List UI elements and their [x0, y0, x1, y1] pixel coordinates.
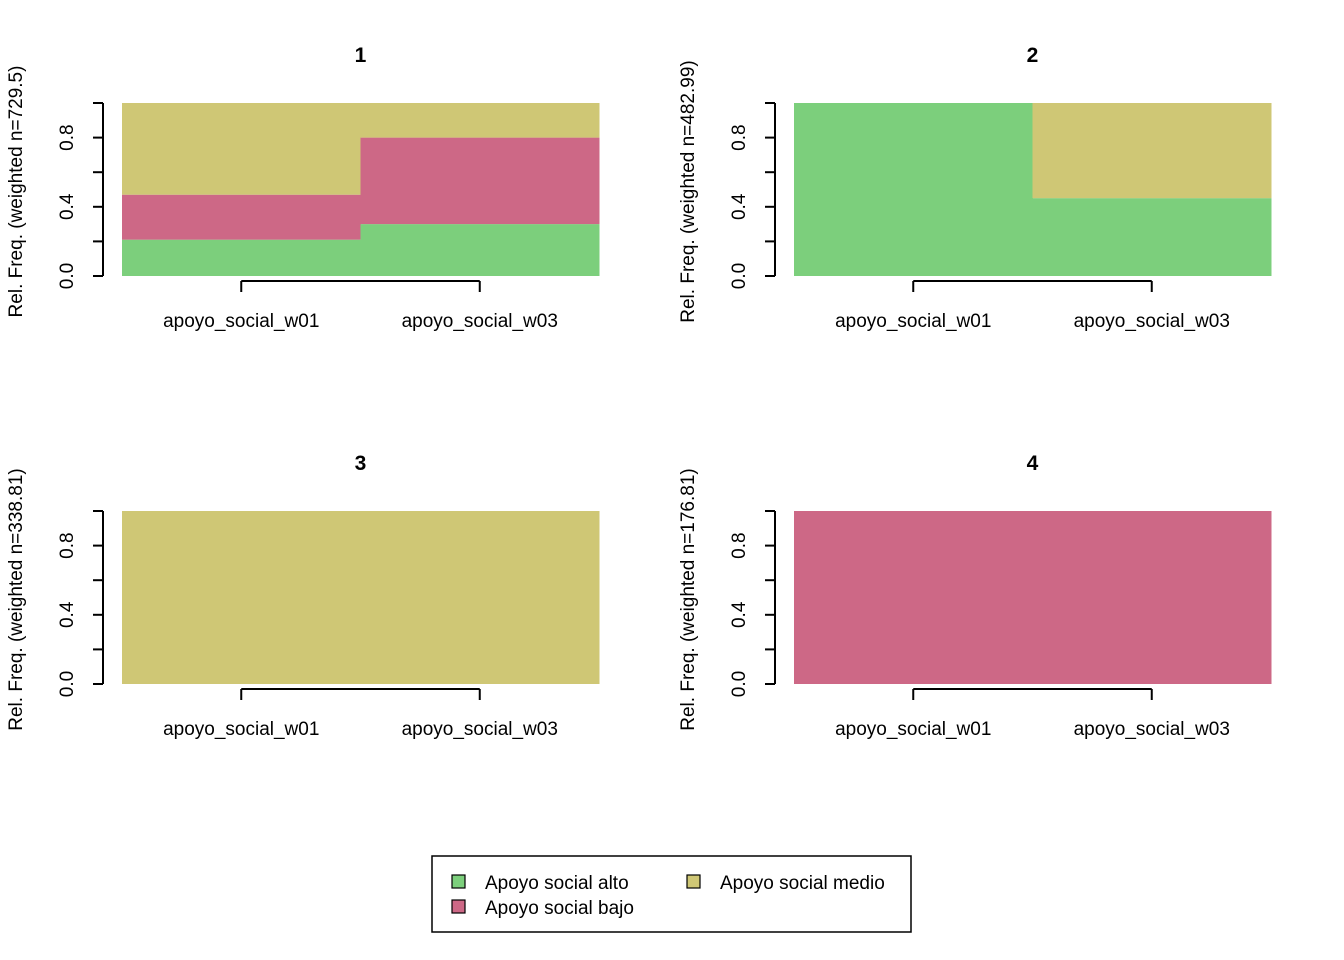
- y-tick-label: 0.4: [57, 601, 78, 628]
- y-tick-label: 0.4: [57, 193, 78, 220]
- bar-segment-p3-c1-s3: [122, 511, 361, 684]
- y-axis-label: Rel. Freq. (weighted n=729.5): [6, 66, 27, 318]
- y-tick-label: 0.0: [729, 263, 750, 289]
- bar-segment-p1-c2-s2: [360, 137, 600, 225]
- y-tick-label: 0.0: [729, 671, 750, 697]
- bar-segment-p1-c2-s3: [360, 103, 600, 138]
- legend-swatch-bajo: [451, 899, 466, 914]
- x-tick-label: apoyo_social_w03: [402, 311, 558, 332]
- y-tick-label: 0.4: [729, 601, 750, 628]
- y-tick-label: 0.8: [57, 124, 78, 150]
- y-tick-label: 0.8: [57, 532, 78, 558]
- bar-segment-p2-c2-s1: [1032, 198, 1272, 276]
- panel-4: 4 0.0 0.4 0.8 Rel. Freq. (weighted n=176.81)…: [678, 452, 1272, 740]
- panel-3: 3 0.0 0.4 0.8 Rel. Freq. (weighted n=338.81)…: [6, 452, 600, 740]
- legend-label-medio: Apoyo social medio: [720, 873, 885, 894]
- panel-title: 4: [1027, 452, 1039, 475]
- x-tick-label: apoyo_social_w01: [835, 311, 991, 332]
- x-tick-label: apoyo_social_w03: [402, 719, 558, 740]
- bar-segment-p1-c1-s1: [122, 239, 361, 276]
- legend-swatch-medio: [686, 874, 701, 889]
- panel-title: 3: [355, 452, 367, 475]
- panel-1: 1 0.0 0.4 0.8 Rel. Freq. (weighted n=729.5) a…: [6, 44, 600, 332]
- x-tick-label: apoyo_social_w01: [163, 311, 319, 332]
- bar-segment-p2-c1-s1: [794, 103, 1033, 276]
- y-axis-label: Rel. Freq. (weighted n=482.99): [678, 60, 699, 322]
- legend-label-bajo: Apoyo social bajo: [485, 898, 634, 919]
- y-tick-label: 0.8: [729, 124, 750, 150]
- y-axis-label: Rel. Freq. (weighted n=176.81): [678, 468, 699, 730]
- panels: 1 0.0 0.4 0.8 Rel. Freq. (weighted n=729.5) a…: [6, 44, 1272, 740]
- bar-segment-p4-c1-s2: [794, 511, 1033, 684]
- legend: Apoyo social alto Apoyo social bajo Apoy…: [431, 855, 912, 933]
- y-axis-label: Rel. Freq. (weighted n=338.81): [6, 468, 27, 730]
- legend-swatch-alto: [451, 874, 466, 889]
- y-tick-label: 0.0: [57, 671, 78, 697]
- bar-segment-p1-c1-s3: [122, 103, 361, 195]
- panel-title: 1: [355, 44, 367, 67]
- x-tick-label: apoyo_social_w03: [1074, 719, 1230, 740]
- y-tick-label: 0.8: [729, 532, 750, 558]
- legend-box: [431, 855, 912, 933]
- bar-segment-p3-c2-s3: [360, 511, 600, 684]
- y-tick-label: 0.4: [729, 193, 750, 220]
- panel-2: 2 0.0 0.4 0.8 Rel. Freq. (weighted n=482.99)…: [678, 44, 1272, 332]
- bar-segment-p1-c1-s2: [122, 194, 361, 240]
- x-tick-label: apoyo_social_w03: [1074, 311, 1230, 332]
- x-tick-label: apoyo_social_w01: [835, 719, 991, 740]
- bar-segment-p4-c2-s2: [1032, 511, 1272, 684]
- legend-label-alto: Apoyo social alto: [485, 873, 629, 894]
- y-tick-label: 0.0: [57, 263, 78, 289]
- bar-segment-p1-c2-s1: [360, 224, 600, 276]
- bar-segment-p2-c2-s3: [1032, 103, 1272, 199]
- panel-title: 2: [1027, 44, 1039, 67]
- x-tick-label: apoyo_social_w01: [163, 719, 319, 740]
